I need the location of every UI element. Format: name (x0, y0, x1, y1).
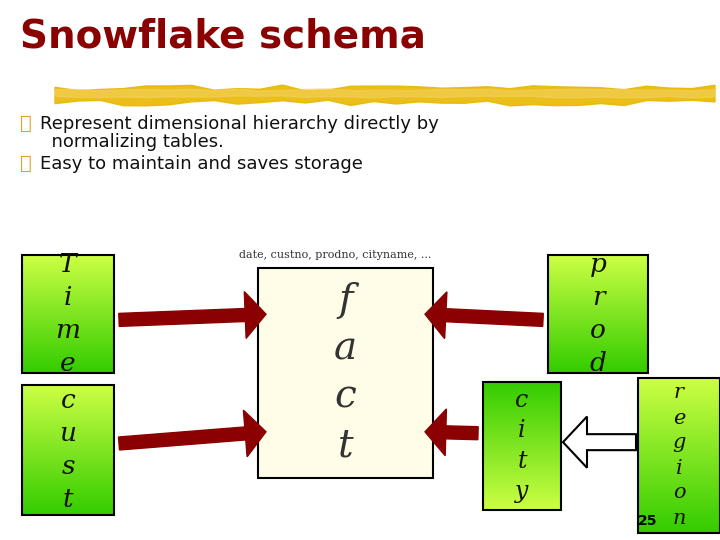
Text: 25: 25 (638, 514, 657, 528)
Bar (258, 268, 433, 478)
Text: r
e
g
i
o
n: r e g i o n (672, 383, 685, 528)
Text: T
i
m
e: T i m e (55, 252, 81, 376)
Polygon shape (55, 85, 715, 106)
Bar (638, 378, 720, 533)
Text: date, custno, prodno, cityname, ...: date, custno, prodno, cityname, ... (239, 250, 432, 260)
Text: Snowflake schema: Snowflake schema (20, 18, 426, 56)
Bar (22, 255, 114, 373)
Text: f
a
c
t: f a c t (334, 281, 357, 464)
Polygon shape (425, 409, 478, 456)
Bar (483, 382, 561, 510)
Text: ❖: ❖ (20, 115, 32, 133)
Bar (22, 385, 114, 515)
Bar (548, 255, 648, 373)
Text: p
r
o
d: p r o d (590, 252, 606, 376)
Polygon shape (425, 292, 544, 339)
Text: Represent dimensional hierarchy directly by: Represent dimensional hierarchy directly… (40, 115, 439, 133)
Text: Easy to maintain and saves storage: Easy to maintain and saves storage (40, 155, 363, 173)
Polygon shape (119, 292, 266, 339)
Text: c
u
s
t: c u s t (60, 388, 76, 512)
Polygon shape (563, 416, 636, 468)
Polygon shape (119, 410, 266, 457)
Text: c
i
t
y: c i t y (516, 389, 528, 503)
Text: normalizing tables.: normalizing tables. (40, 133, 224, 151)
Polygon shape (55, 89, 715, 98)
Text: ❖: ❖ (20, 155, 32, 173)
